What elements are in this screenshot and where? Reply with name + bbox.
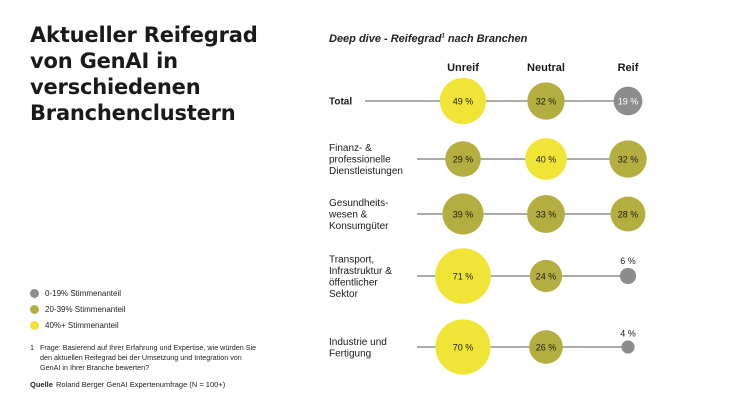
row-label: Finanz- & professionelle Dienstleistungen [329,143,403,177]
legend-swatch-mid [30,305,39,314]
bubble-value-label: 26 % [536,343,557,353]
legend: 0-19% Stimmenanteil 20-39% Stimmenanteil… [30,287,125,335]
legend-swatch-low [30,289,39,298]
bubble-neutral [527,195,565,233]
chart-subtitle: Deep dive - Reifegrad1 nach Branchen [329,33,528,45]
bubble-unreif [442,193,484,235]
legend-label-high: 40%+ Stimmenanteil [45,321,119,330]
row-label: Industrie und Fertigung [329,337,387,360]
bubble-value-label: 32 % [618,155,639,165]
bubble-value-label: 28 % [618,210,639,220]
bubble-value-label: 32 % [536,97,557,107]
bubble-neutral [529,330,563,364]
source-note: Quelle Roland Berger GenAI Expertenumfrag… [30,380,225,389]
bubble-neutral [525,138,567,180]
row-label: Gesundheits-wesen & Konsumgüter [328,198,389,232]
source-text: Roland Berger GenAI Expertenumfrage (N =… [55,380,226,389]
footnote-text: Frage: Basierend auf Ihrer Erfahrung und… [40,343,257,372]
bubble-value-label: 6 % [620,256,636,266]
row-label: Transport, Infrastruktur & öffentlicher Sek… [329,254,392,300]
legend-swatch-high [30,321,39,330]
bubble-value-label: 19 % [618,97,639,107]
bubble-reif [610,196,646,232]
column-header-neutral: Neutral [527,62,565,74]
bubble-reif [619,267,637,285]
bubble-neutral [529,259,563,293]
bubble-value-label: 49 % [453,97,474,107]
chart-subtitle-text: Deep dive - Reifegrad [329,33,442,45]
bubble-unreif [439,77,487,125]
bubble-reif [621,340,635,354]
bubble-reif [609,140,647,178]
footnote-number: 1 [30,343,34,352]
bubble-value-label: 71 % [453,272,474,282]
bubble-value-label: 33 % [536,210,557,220]
column-header-reif: Reif [618,62,639,74]
column-header-unreif: Unreif [447,62,479,74]
row-label: Total [329,97,352,108]
legend-item-mid: 20-39% Stimmenanteil [30,303,125,316]
bubble-value-label: 39 % [453,210,474,220]
footnote-marker: 1 [441,33,445,40]
legend-item-low: 0-19% Stimmenanteil [30,287,125,300]
bubble-unreif [435,248,491,304]
bubble-value-label: 70 % [453,343,474,353]
bubble-value-label: 24 % [536,272,557,282]
legend-label-mid: 20-39% Stimmenanteil [45,305,126,314]
legend-label-low: 0-19% Stimmenanteil [45,289,122,298]
bubble-value-label: 4 % [620,328,636,338]
bubble-neutral [527,82,565,120]
bubble-value-label: 29 % [453,155,474,165]
bubble-value-label: 40 % [536,155,557,165]
bubble-unreif [445,141,481,177]
legend-item-high: 40%+ Stimmenanteil [30,319,125,332]
source-label: Quelle [30,380,53,389]
bubble-unreif [435,319,491,375]
page-title: Aktueller Reifegrad von GenAI in verschi… [30,23,258,125]
footnote: 1 Frage: Basierend auf Ihrer Erfahrung u… [30,343,260,373]
bubble-reif [613,86,643,116]
